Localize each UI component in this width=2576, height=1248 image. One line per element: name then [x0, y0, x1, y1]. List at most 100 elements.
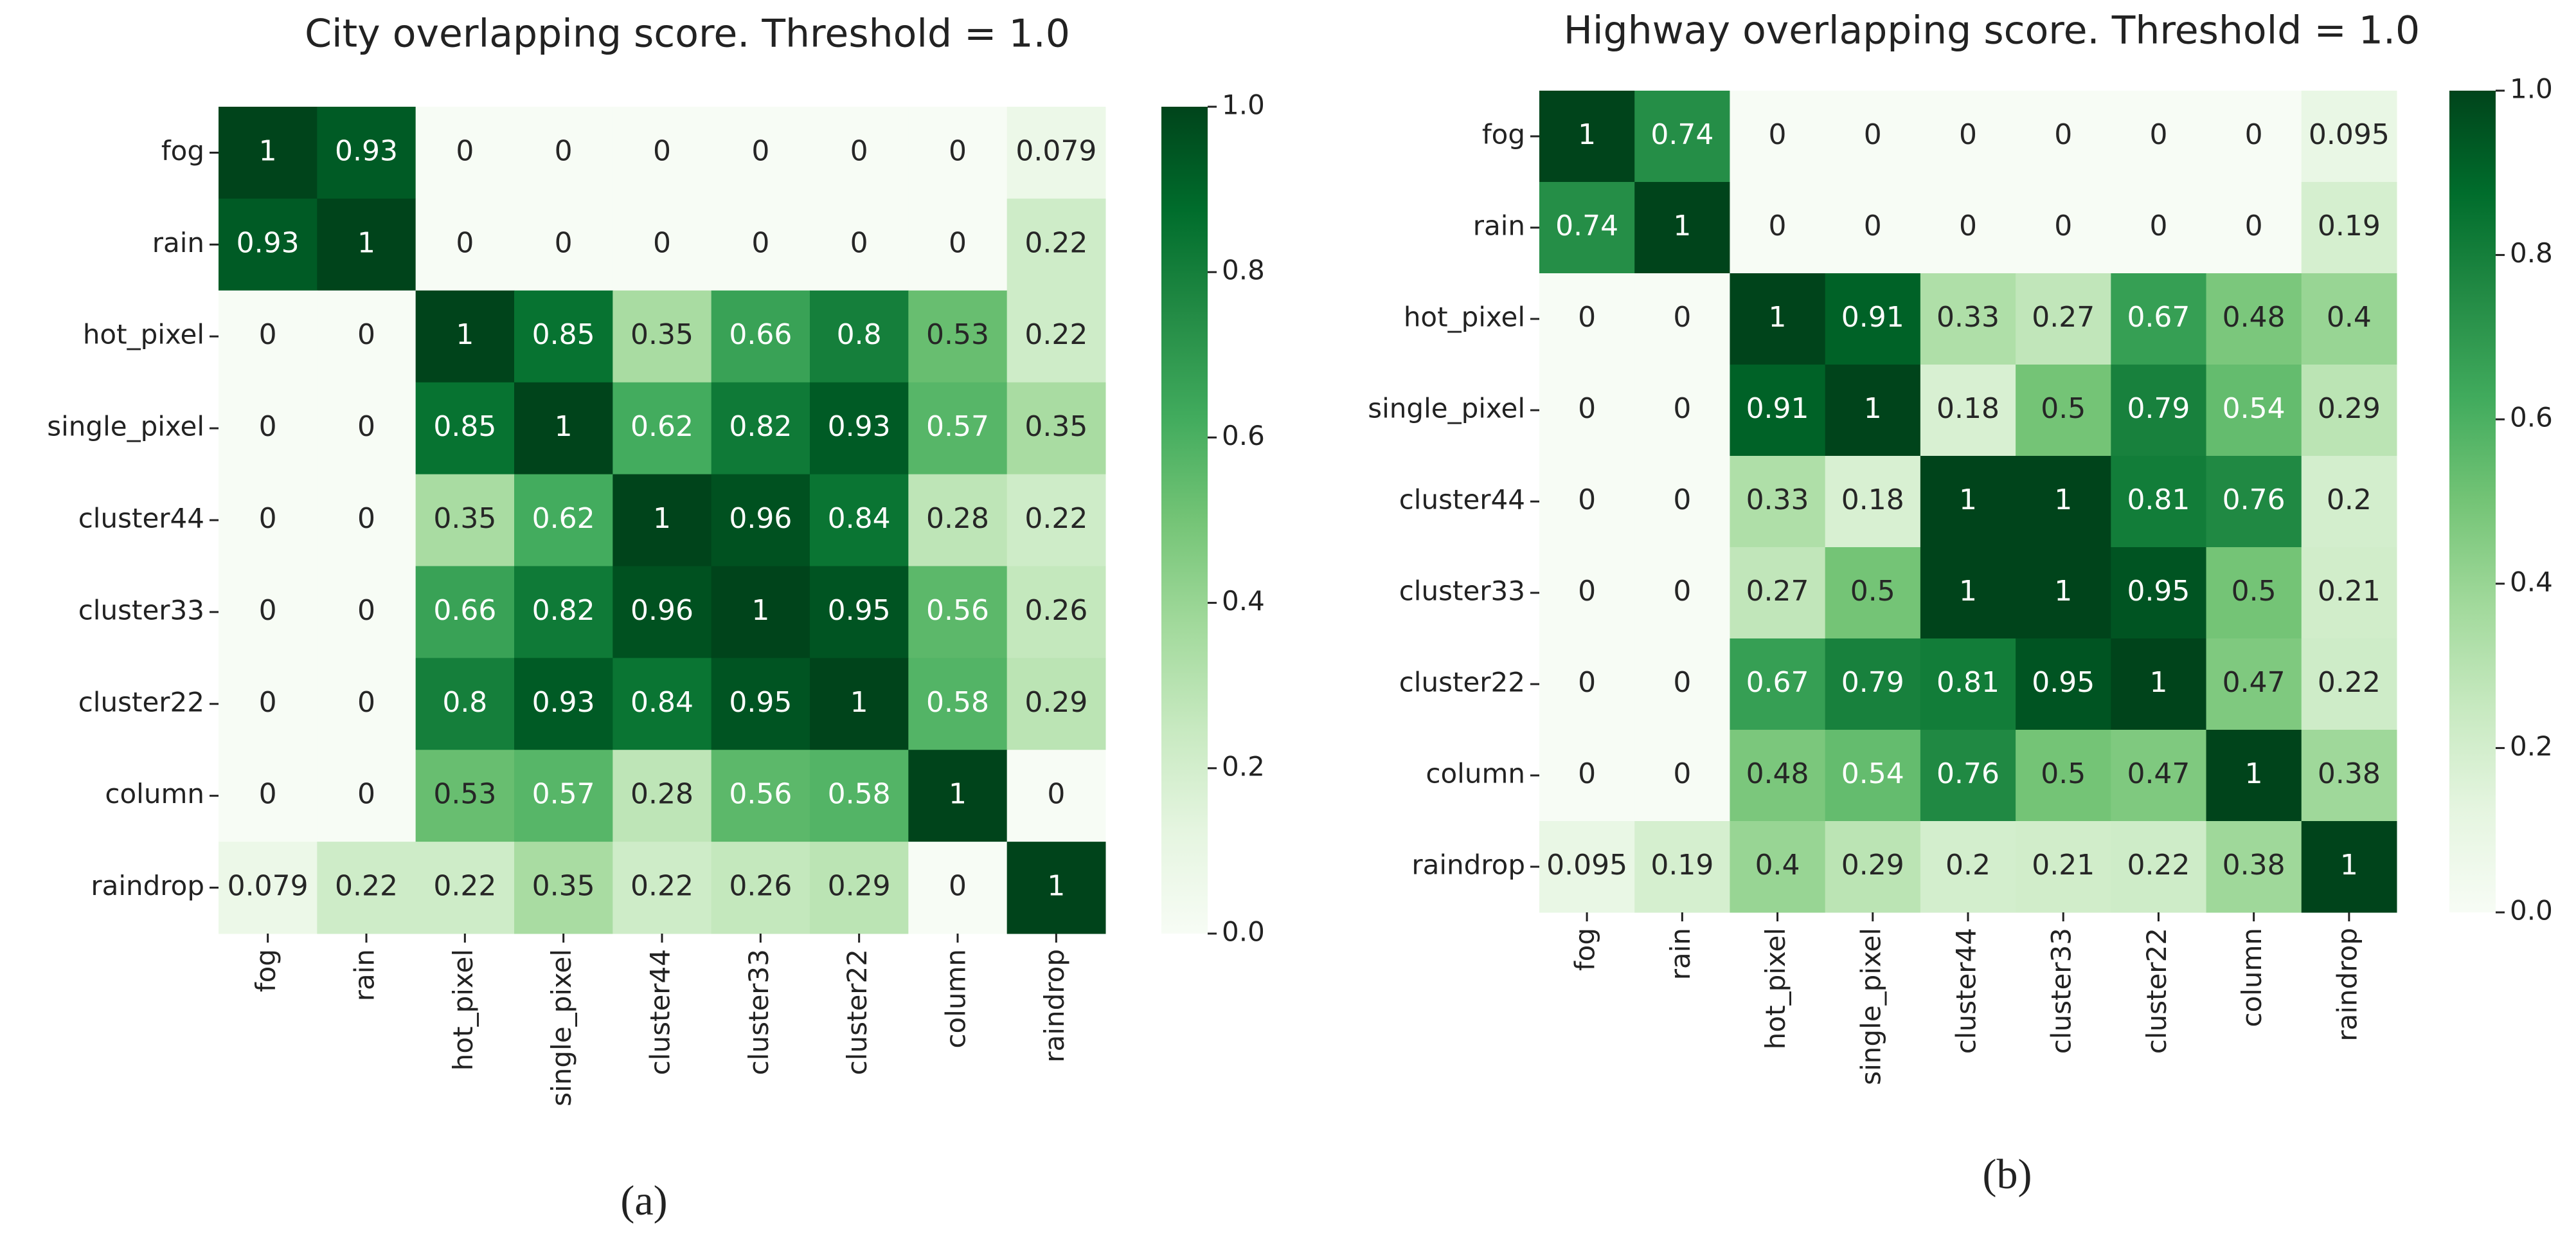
colorbar-tick-label: 0.0	[2510, 895, 2553, 927]
heatmap-cell	[219, 474, 318, 566]
heatmap-cell	[317, 198, 416, 291]
cell-label: 0	[1673, 392, 1691, 425]
heatmap-cell	[1539, 365, 1635, 457]
cell-label: 0.18	[1841, 484, 1904, 516]
heatmap-cell	[1539, 547, 1635, 639]
heatmap-cell	[1539, 456, 1635, 548]
heatmap-cell	[317, 566, 416, 658]
heatmap-cell	[2111, 456, 2207, 548]
heatmap-cell	[613, 842, 712, 934]
x-tick-label: fog	[250, 949, 282, 992]
heatmap-cell	[1006, 474, 1106, 566]
heatmap-cell	[1825, 365, 1921, 457]
cell-label: 0.56	[926, 594, 989, 627]
cell-label: 0.76	[2223, 484, 2285, 516]
heatmap-cell	[908, 842, 1008, 934]
heatmap-cell	[514, 198, 613, 291]
cell-label: 0.18	[1936, 392, 1999, 425]
cell-label: 0.5	[2041, 757, 2086, 790]
cell-label: 0.53	[926, 318, 989, 351]
chart-title: Highway overlapping score. Threshold = 1…	[1564, 8, 2420, 53]
colorbar-tick-label: 0.4	[2510, 566, 2553, 597]
heatmap-cell	[1539, 273, 1635, 365]
heatmap-cell	[908, 566, 1008, 658]
y-tick-label: cluster44	[1399, 484, 1525, 516]
cell-label: 0.4	[2327, 301, 2372, 334]
cell-label: 0.079	[228, 870, 309, 903]
heatmap-cell	[2016, 547, 2111, 639]
y-tick-label: cluster33	[1399, 575, 1525, 607]
heatmap-cell	[415, 290, 515, 383]
cell-label: 0.21	[2032, 849, 2095, 882]
heatmap-cell	[613, 474, 712, 566]
cell-label: 0	[1578, 301, 1596, 334]
cell-label: 0.81	[1936, 666, 1999, 699]
cell-label: 0.48	[2223, 301, 2285, 334]
cell-label: 0.33	[1936, 301, 1999, 334]
cell-label: 0.91	[1841, 301, 1904, 334]
cell-label: 0.47	[2223, 666, 2285, 699]
heatmap-cell	[1920, 182, 2016, 274]
cell-label: 0	[456, 226, 474, 259]
heatmap-cell	[1730, 365, 1826, 457]
caption: (b)	[1983, 1151, 2032, 1198]
cell-label: 0.35	[433, 502, 496, 535]
cell-label: 0.95	[729, 686, 792, 719]
cell-label: 0	[850, 226, 868, 259]
cell-label: 0	[357, 778, 375, 811]
heatmap-cell	[514, 107, 613, 199]
x-tick-label: single_pixel	[1855, 928, 1886, 1085]
heatmap-cell	[613, 382, 712, 475]
heatmap-cell	[613, 198, 712, 291]
cell-label: 0.82	[532, 594, 595, 627]
heatmap-cell	[810, 750, 909, 842]
heatmap-cell	[514, 382, 613, 475]
cell-label: 1	[1959, 575, 1977, 608]
chart-title: City overlapping score. Threshold = 1.0	[305, 12, 1070, 57]
cell-label: 1	[653, 502, 671, 535]
cell-label: 1	[949, 778, 967, 811]
heatmap-cell	[514, 842, 613, 934]
heatmap-cell	[711, 474, 810, 566]
heatmap-cell	[2016, 456, 2111, 548]
y-tick-label: cluster22	[1399, 667, 1525, 698]
cell-label: 0	[357, 594, 375, 627]
heatmap-cell	[1006, 382, 1106, 475]
heatmap-cell	[613, 107, 712, 199]
heatmap-cell	[415, 198, 515, 291]
heatmap-cell	[1920, 365, 2016, 457]
heatmap-cell	[2016, 182, 2111, 274]
cell-label: 0	[456, 134, 474, 167]
heatmap-cell	[1634, 638, 1730, 730]
cell-label: 0.22	[335, 870, 398, 903]
cell-label: 0	[751, 226, 769, 259]
heatmap-cell	[1539, 638, 1635, 730]
cell-label: 0	[850, 134, 868, 167]
x-tick-label: cluster44	[1951, 928, 1982, 1054]
heatmap-cell	[810, 474, 909, 566]
heatmap-cell	[2111, 91, 2207, 183]
x-tick-label: rain	[349, 949, 380, 1001]
heatmap-cell	[1634, 730, 1730, 822]
cell-label: 0	[1864, 118, 1882, 151]
heatmap-cell	[711, 290, 810, 383]
heatmap-cell	[2111, 638, 2207, 730]
cell-label: 0.57	[926, 410, 989, 443]
cell-label: 0.85	[433, 410, 496, 443]
cell-label: 0.27	[2032, 301, 2095, 334]
heatmap-cell	[1006, 107, 1106, 199]
colorbar	[2449, 91, 2496, 912]
cell-label: 0.22	[2127, 849, 2190, 882]
heatmap-cell	[219, 658, 318, 750]
heatmap-cell	[810, 107, 909, 199]
cell-label: 0.93	[532, 686, 595, 719]
cell-label: 0.57	[532, 778, 595, 811]
y-tick-label: single_pixel	[47, 411, 204, 442]
cell-label: 0.19	[1650, 849, 1713, 882]
heatmap-cell	[415, 107, 515, 199]
cell-label: 0.62	[532, 502, 595, 535]
x-tick-label: column	[2236, 928, 2267, 1027]
cell-label: 0	[1769, 118, 1787, 151]
y-tick-label: raindrop	[1411, 849, 1525, 881]
